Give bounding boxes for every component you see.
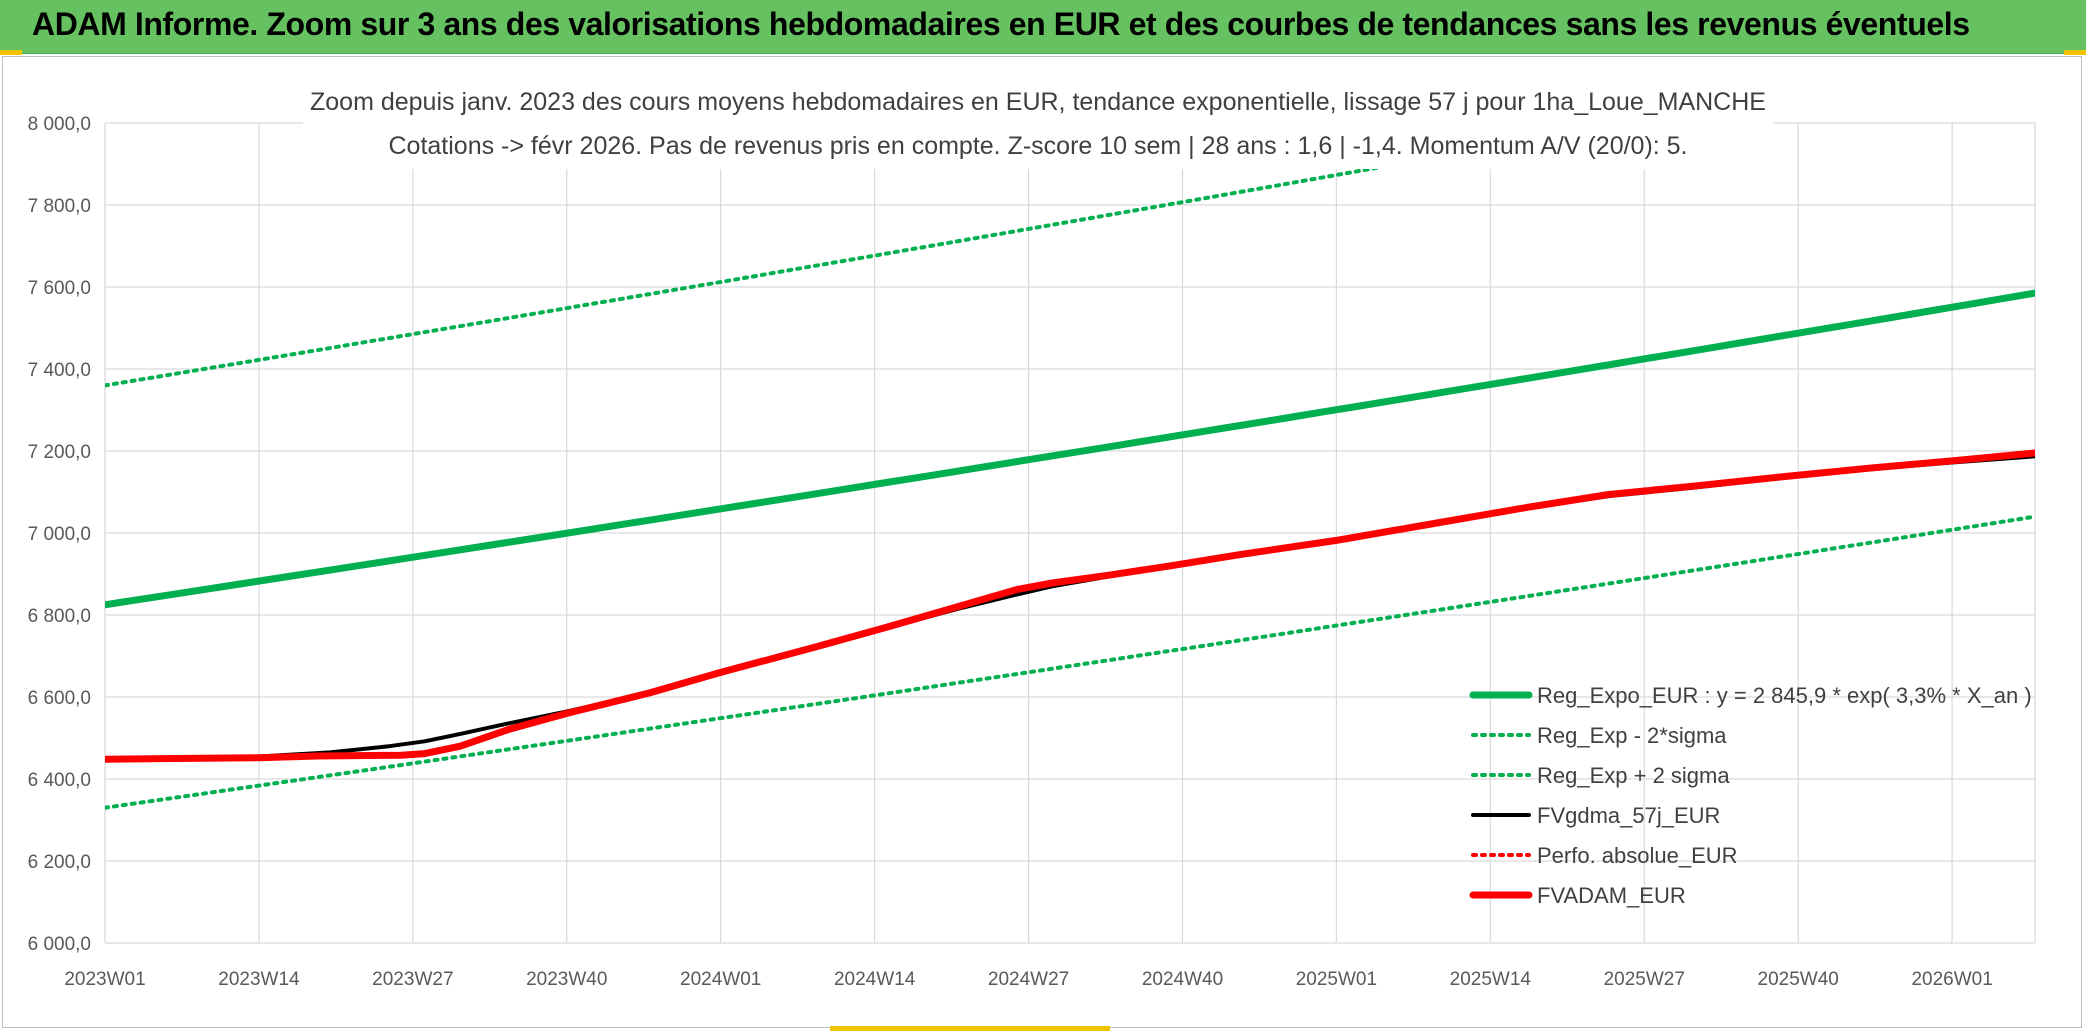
y-tick-label: 6 800,0 [28, 606, 91, 627]
x-tick-label: 2025W01 [1296, 969, 1377, 990]
legend-label: Reg_Exp - 2*sigma [1537, 723, 1727, 748]
line-chart: 6 000,0 6 200,0 6 400,0 6 600,0 6 800,0 7 000… [28, 63, 2036, 990]
y-tick-label: 6 200,0 [28, 852, 91, 873]
series-line-2 [105, 123, 1640, 388]
y-axis-ticks: 6 000,0 6 200,0 6 400,0 6 600,0 6 800,0 7 000… [28, 114, 91, 955]
y-tick-label: 7 000,0 [28, 524, 91, 545]
y-tick-label: 6 000,0 [28, 934, 91, 955]
legend-label: Perfo. absolue_EUR [1537, 843, 1738, 868]
x-tick-label: 2025W14 [1450, 969, 1532, 990]
x-tick-label: 2023W27 [372, 969, 453, 990]
series-line-5 [105, 449, 2035, 763]
x-tick-label: 2024W01 [680, 969, 761, 990]
page-title: ADAM Informe. Zoom sur 3 ans des valoris… [32, 6, 1970, 42]
header-bar: ADAM Informe. Zoom sur 3 ans des valoris… [0, 0, 2086, 54]
header-accent-left [0, 50, 22, 55]
chart-title-background [303, 63, 1773, 169]
x-tick-label: 2025W27 [1604, 969, 1685, 990]
series-line-3 [105, 454, 2035, 762]
x-tick-label: 2024W27 [988, 969, 1069, 990]
x-tick-label: 2024W14 [834, 969, 916, 990]
header-accent-right [2064, 50, 2086, 55]
y-tick-label: 8 000,0 [28, 114, 91, 135]
legend-label: FVADAM_EUR [1537, 883, 1686, 908]
chart-title-line-1: Zoom depuis janv. 2023 des cours moyens … [310, 88, 1766, 116]
series-line-1 [105, 514, 2035, 810]
legend-label: Reg_Exp + 2 sigma [1537, 763, 1730, 788]
y-tick-label: 7 600,0 [28, 278, 91, 299]
x-tick-label: 2026W01 [1911, 969, 1992, 990]
x-tick-label: 2024W40 [1142, 969, 1223, 990]
x-tick-label: 2023W01 [64, 969, 145, 990]
y-tick-label: 6 400,0 [28, 770, 91, 791]
legend-label: Reg_Expo_EUR : y = 2 845,9 * exp( 3,3% *… [1537, 683, 2032, 708]
x-tick-label: 2025W40 [1758, 969, 1839, 990]
chart-title-line-2: Cotations -> févr 2026. Pas de revenus p… [388, 132, 1687, 160]
y-tick-label: 7 200,0 [28, 442, 91, 463]
x-tick-label: 2023W40 [526, 969, 607, 990]
y-tick-label: 7 400,0 [28, 360, 91, 381]
series-group [105, 123, 2035, 810]
series-line-4 [105, 451, 2035, 762]
series-line-0 [105, 289, 2035, 609]
y-tick-label: 7 800,0 [28, 196, 91, 217]
y-tick-label: 6 600,0 [28, 688, 91, 709]
footer-accent [830, 1026, 1110, 1031]
x-axis-ticks: 2023W01 2023W14 2023W27 2023W40 2024W01 2024W… [64, 969, 1992, 990]
x-tick-label: 2023W14 [218, 969, 300, 990]
legend-label: FVgdma_57j_EUR [1537, 803, 1720, 828]
chart-frame: 6 000,0 6 200,0 6 400,0 6 600,0 6 800,0 7 000… [2, 56, 2082, 1028]
legend: Reg_Expo_EUR : y = 2 845,9 * exp( 3,3% *… [1469, 683, 2032, 908]
grid [104, 122, 2036, 944]
chart-title: Zoom depuis janv. 2023 des cours moyens … [303, 63, 1773, 169]
